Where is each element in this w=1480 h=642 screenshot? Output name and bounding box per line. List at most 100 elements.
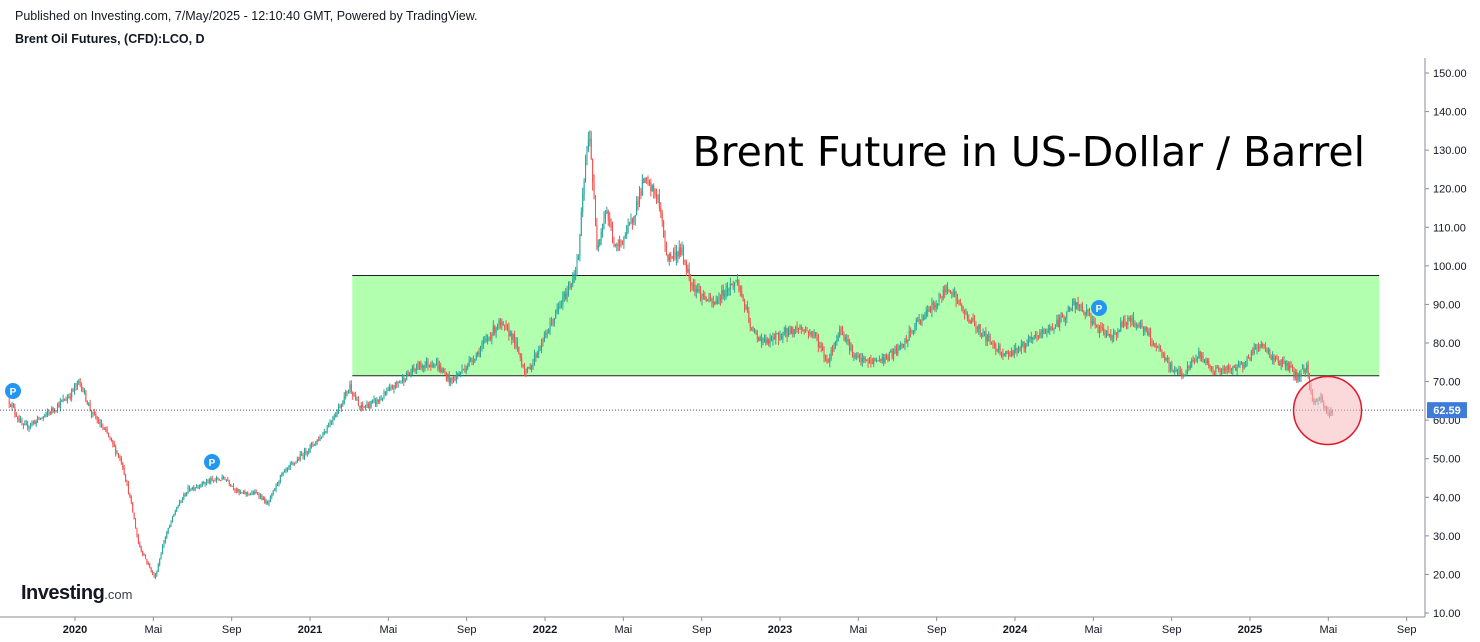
- candle[interactable]: [384, 391, 386, 397]
- candle[interactable]: [579, 233, 581, 262]
- candle[interactable]: [934, 301, 936, 312]
- candle[interactable]: [890, 349, 892, 353]
- candle[interactable]: [231, 485, 233, 488]
- candle[interactable]: [553, 317, 555, 327]
- candle[interactable]: [860, 353, 862, 366]
- candle[interactable]: [424, 361, 426, 372]
- candle[interactable]: [1301, 363, 1303, 370]
- candle[interactable]: [61, 399, 63, 402]
- candle[interactable]: [382, 397, 384, 402]
- candle[interactable]: [1142, 326, 1144, 336]
- candle[interactable]: [590, 130, 592, 160]
- candle[interactable]: [888, 351, 890, 362]
- candle[interactable]: [1121, 320, 1123, 328]
- candle[interactable]: [867, 358, 869, 368]
- candle[interactable]: [685, 259, 687, 276]
- candle[interactable]: [1164, 351, 1166, 363]
- candle[interactable]: [166, 530, 168, 540]
- candle[interactable]: [1093, 316, 1095, 325]
- candle[interactable]: [345, 389, 347, 400]
- candle[interactable]: [303, 447, 305, 461]
- candle[interactable]: [1212, 366, 1214, 376]
- candle[interactable]: [1131, 314, 1133, 326]
- candle[interactable]: [1239, 361, 1241, 369]
- candle[interactable]: [468, 356, 470, 367]
- candle[interactable]: [78, 379, 80, 386]
- candle[interactable]: [1286, 360, 1288, 371]
- candle[interactable]: [259, 493, 261, 500]
- candle[interactable]: [278, 480, 280, 487]
- candle[interactable]: [1250, 349, 1252, 362]
- candle[interactable]: [38, 416, 40, 421]
- candle[interactable]: [171, 515, 173, 523]
- candle[interactable]: [809, 328, 811, 337]
- candle[interactable]: [184, 492, 186, 497]
- candle[interactable]: [133, 512, 135, 520]
- candle[interactable]: [1155, 342, 1157, 352]
- candle[interactable]: [823, 346, 825, 363]
- candle[interactable]: [489, 331, 491, 342]
- candle[interactable]: [675, 245, 677, 266]
- candle[interactable]: [123, 464, 125, 476]
- candle[interactable]: [437, 357, 439, 372]
- candle[interactable]: [313, 443, 315, 447]
- candle[interactable]: [660, 202, 662, 219]
- candle[interactable]: [1201, 351, 1203, 362]
- candle[interactable]: [147, 561, 149, 566]
- candle[interactable]: [1228, 363, 1230, 373]
- candle[interactable]: [150, 567, 152, 573]
- candle[interactable]: [653, 183, 655, 199]
- candle[interactable]: [492, 320, 494, 337]
- candle[interactable]: [1127, 314, 1129, 330]
- candle[interactable]: [37, 415, 39, 423]
- candle[interactable]: [583, 178, 585, 201]
- candle[interactable]: [1307, 360, 1309, 379]
- candle[interactable]: [83, 387, 85, 395]
- candle[interactable]: [1209, 364, 1211, 372]
- candle[interactable]: [1023, 341, 1025, 353]
- candle[interactable]: [853, 351, 855, 362]
- candle[interactable]: [32, 420, 34, 426]
- candle[interactable]: [485, 333, 487, 343]
- candle[interactable]: [648, 179, 650, 186]
- candle[interactable]: [504, 324, 506, 332]
- candle[interactable]: [127, 480, 129, 495]
- candle[interactable]: [602, 223, 604, 238]
- candle[interactable]: [959, 298, 961, 306]
- candle[interactable]: [413, 363, 415, 372]
- candle[interactable]: [1279, 360, 1281, 366]
- candle[interactable]: [641, 174, 643, 196]
- candle[interactable]: [109, 436, 111, 441]
- candle[interactable]: [1211, 365, 1213, 373]
- candle[interactable]: [599, 238, 601, 247]
- candle[interactable]: [44, 413, 46, 418]
- candle[interactable]: [626, 224, 628, 240]
- candle[interactable]: [931, 297, 933, 318]
- candle[interactable]: [894, 345, 896, 354]
- candle[interactable]: [1262, 342, 1264, 349]
- candle[interactable]: [391, 384, 393, 390]
- candle[interactable]: [1300, 369, 1302, 383]
- candle[interactable]: [208, 477, 210, 485]
- candle[interactable]: [935, 300, 937, 313]
- candle[interactable]: [451, 376, 453, 385]
- candle[interactable]: [254, 489, 256, 495]
- candle[interactable]: [519, 352, 521, 362]
- candle[interactable]: [223, 475, 225, 480]
- candle[interactable]: [1100, 322, 1102, 333]
- candle[interactable]: [1194, 357, 1196, 365]
- candle[interactable]: [942, 285, 944, 301]
- candle[interactable]: [843, 331, 845, 342]
- candle[interactable]: [1087, 309, 1089, 316]
- candle[interactable]: [1257, 342, 1259, 353]
- candle[interactable]: [711, 297, 713, 308]
- candle[interactable]: [69, 392, 71, 401]
- candle[interactable]: [502, 320, 504, 326]
- candle[interactable]: [1235, 364, 1237, 371]
- candle[interactable]: [106, 426, 108, 435]
- candle[interactable]: [1033, 334, 1035, 341]
- candle[interactable]: [221, 474, 223, 481]
- candle[interactable]: [277, 481, 279, 487]
- candle[interactable]: [328, 422, 330, 428]
- candle[interactable]: [576, 253, 578, 277]
